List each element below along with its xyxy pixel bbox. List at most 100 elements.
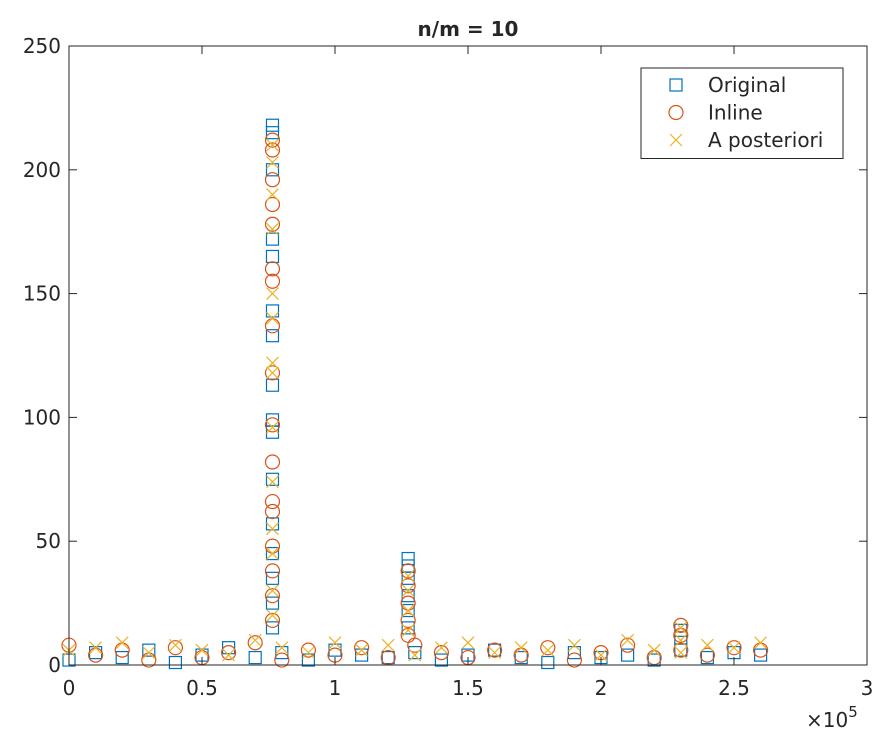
marker-x [266, 311, 279, 325]
marker-square [265, 118, 280, 132]
marker-square [401, 603, 415, 618]
marker-x [328, 636, 342, 650]
marker-x [266, 609, 279, 622]
x-multiplier-base: ×10 [806, 708, 848, 732]
marker-circle [300, 642, 316, 658]
marker-x [541, 643, 555, 657]
marker-x [301, 646, 315, 660]
marker-square [567, 646, 582, 660]
marker-x [142, 646, 156, 660]
legend-label: A posteriori [708, 128, 823, 152]
marker-square [669, 78, 683, 92]
marker-square [541, 655, 555, 670]
marker-square [753, 648, 768, 662]
marker-circle [264, 261, 281, 277]
marker-square [168, 655, 182, 670]
marker-circle [400, 563, 416, 579]
marker-x [381, 638, 395, 652]
legend-label: Original [708, 73, 786, 97]
marker-square [222, 641, 236, 655]
marker-square [265, 425, 280, 439]
marker-x [266, 356, 279, 370]
marker-circle [400, 627, 416, 643]
y-tick-label: 150 [23, 282, 61, 306]
marker-x [266, 222, 279, 236]
marker-x [401, 569, 415, 583]
marker-x [89, 641, 103, 655]
marker-circle [264, 503, 281, 520]
marker-square [115, 650, 129, 665]
marker-x [115, 636, 129, 650]
marker-x [266, 155, 279, 169]
x-tick-label: 0 [63, 676, 76, 700]
marker-square [265, 517, 280, 531]
marker-x [248, 633, 262, 647]
marker-x [266, 287, 279, 301]
y-tick-label: 0 [48, 653, 61, 677]
marker-square [265, 329, 280, 343]
marker-x [355, 643, 369, 657]
marker-square [265, 232, 280, 246]
marker-square [401, 621, 415, 635]
marker-x [266, 547, 279, 561]
marker-circle [540, 640, 556, 656]
marker-circle [264, 588, 281, 604]
marker-x [401, 584, 415, 598]
marker-square [328, 643, 342, 657]
x-tick-label: 0.5 [186, 676, 218, 700]
marker-x [195, 643, 209, 657]
marker-x [669, 133, 683, 147]
marker-x [621, 633, 635, 647]
marker-circle [264, 493, 281, 510]
marker-circle [673, 642, 689, 658]
marker-square [265, 378, 280, 392]
legend-label: Inline [708, 101, 763, 125]
marker-x [275, 641, 289, 655]
marker-circle [221, 645, 237, 661]
marker-square [248, 650, 262, 665]
marker-circle [668, 104, 684, 121]
marker-circle [619, 637, 636, 653]
x-tick-label: 2.5 [718, 676, 750, 700]
marker-x [754, 636, 768, 650]
marker-x [266, 584, 279, 598]
marker-x [674, 633, 688, 647]
marker-circle [264, 196, 281, 213]
marker-circle [433, 645, 449, 661]
marker-square [401, 589, 415, 603]
marker-square [265, 472, 280, 486]
marker-x [674, 646, 688, 660]
marker-square [265, 571, 280, 585]
marker-square [401, 571, 415, 585]
marker-x [266, 522, 279, 536]
marker-circle [264, 454, 281, 470]
marker-x [408, 648, 422, 662]
x-tick-label: 1 [329, 676, 342, 700]
marker-circle [264, 612, 281, 629]
marker-circle [726, 640, 742, 656]
x-tick-label: 3 [861, 676, 874, 700]
legend-box [640, 67, 844, 159]
marker-circle [487, 642, 503, 658]
marker-x [700, 638, 714, 652]
marker-x [168, 638, 182, 652]
marker-circle [247, 635, 263, 651]
marker-x [647, 643, 661, 657]
marker-square [620, 648, 635, 662]
marker-x [266, 366, 279, 380]
marker-square [301, 653, 315, 667]
marker-circle [264, 142, 281, 158]
marker-square [265, 249, 280, 264]
chart-title: n/m = 10 [418, 17, 519, 41]
marker-square [265, 546, 280, 561]
marker-x [266, 188, 279, 201]
marker-x [567, 638, 581, 652]
marker-square [408, 646, 422, 660]
marker-x [266, 420, 279, 434]
marker-x [514, 641, 528, 655]
x-multiplier: ×105 [806, 703, 858, 732]
marker-circle [673, 617, 689, 633]
marker-x [434, 641, 448, 655]
marker-circle [354, 640, 370, 656]
marker-square [265, 596, 280, 610]
